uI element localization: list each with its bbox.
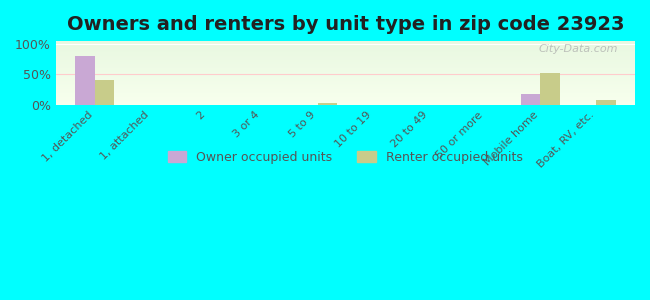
Bar xyxy=(56,70,635,71)
Bar xyxy=(56,57,635,58)
Bar xyxy=(56,91,635,92)
Bar xyxy=(596,100,616,105)
Bar xyxy=(56,103,635,104)
Bar xyxy=(56,52,635,53)
Bar xyxy=(56,102,635,103)
Bar xyxy=(56,55,635,56)
Bar xyxy=(56,88,635,89)
Bar xyxy=(56,50,635,51)
Bar xyxy=(56,44,635,45)
Bar xyxy=(56,65,635,66)
Bar xyxy=(56,89,635,90)
Bar xyxy=(56,49,635,50)
Bar xyxy=(56,68,635,69)
Bar xyxy=(56,78,635,79)
Bar xyxy=(56,99,635,100)
Text: City-Data.com: City-Data.com xyxy=(538,44,617,54)
Bar xyxy=(56,43,635,44)
Bar xyxy=(56,83,635,84)
Bar xyxy=(56,64,635,65)
Bar xyxy=(56,92,635,93)
Bar xyxy=(56,58,635,59)
Bar xyxy=(56,41,635,42)
Bar xyxy=(540,73,560,105)
Bar xyxy=(56,63,635,64)
Bar xyxy=(56,94,635,95)
Bar xyxy=(56,90,635,91)
Title: Owners and renters by unit type in zip code 23923: Owners and renters by unit type in zip c… xyxy=(66,15,624,34)
Bar xyxy=(56,67,635,68)
Bar xyxy=(56,79,635,80)
Bar xyxy=(56,56,635,57)
Bar xyxy=(56,82,635,83)
Bar xyxy=(56,86,635,87)
Bar xyxy=(56,74,635,75)
Bar xyxy=(56,45,635,46)
Bar xyxy=(56,96,635,97)
Bar xyxy=(56,84,635,85)
Bar xyxy=(56,77,635,78)
Bar xyxy=(56,85,635,86)
Bar xyxy=(56,81,635,82)
Bar xyxy=(56,80,635,81)
Bar xyxy=(56,100,635,101)
Bar xyxy=(521,94,540,105)
Bar xyxy=(56,93,635,94)
Bar xyxy=(56,104,635,105)
Bar xyxy=(75,56,95,105)
Bar xyxy=(56,61,635,62)
Bar xyxy=(56,87,635,88)
Bar xyxy=(56,51,635,52)
Bar xyxy=(56,59,635,60)
Bar xyxy=(317,103,337,105)
Bar xyxy=(56,97,635,98)
Bar xyxy=(56,48,635,49)
Bar xyxy=(56,47,635,48)
Bar xyxy=(56,53,635,54)
Bar xyxy=(56,62,635,63)
Bar xyxy=(56,76,635,77)
Bar xyxy=(56,101,635,102)
Legend: Owner occupied units, Renter occupied units: Owner occupied units, Renter occupied un… xyxy=(162,146,528,169)
Bar xyxy=(56,71,635,72)
Bar xyxy=(56,98,635,99)
Bar xyxy=(56,66,635,67)
Bar xyxy=(95,80,114,105)
Bar xyxy=(56,61,635,62)
Bar xyxy=(56,46,635,47)
Bar xyxy=(56,54,635,55)
Bar xyxy=(56,42,635,43)
Bar xyxy=(56,69,635,70)
Bar xyxy=(56,72,635,73)
Bar xyxy=(56,60,635,61)
Bar xyxy=(56,95,635,96)
Bar xyxy=(56,75,635,76)
